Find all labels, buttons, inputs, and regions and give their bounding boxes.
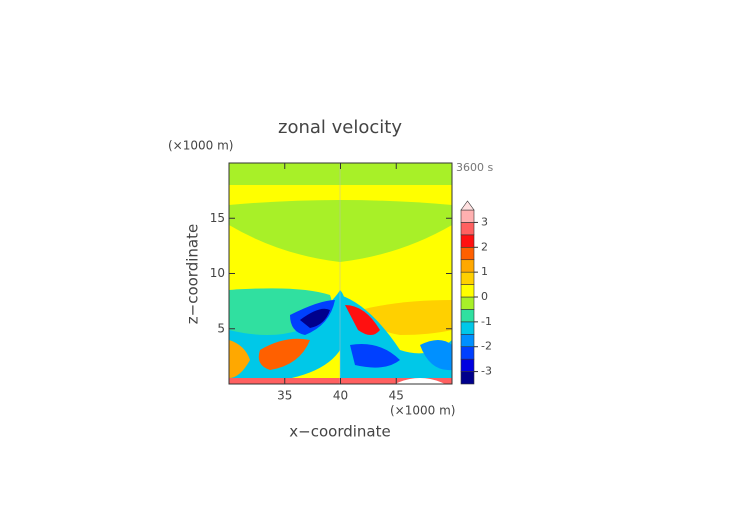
time-label: 3600 s — [456, 161, 493, 174]
y-tick-label: 10 — [210, 266, 225, 280]
x-axis-label: x−coordinate — [289, 423, 390, 441]
x-tick-label: 45 — [389, 389, 404, 403]
colorbar-tick-label: 0 — [481, 290, 488, 303]
colorbar-box — [460, 209, 475, 223]
contour-field — [229, 163, 452, 384]
colorbar-tick-label: -3 — [481, 365, 492, 378]
colorbar-tick-label: 2 — [481, 240, 488, 253]
colorbar-box — [460, 296, 475, 310]
y-unit: (×1000 m) — [168, 139, 233, 153]
colorbar-box — [460, 346, 475, 360]
chart-title: zonal velocity — [278, 117, 402, 138]
colorbar-box — [460, 271, 475, 285]
y-axis-label: z−coordinate — [184, 224, 202, 324]
colorbar-box — [460, 358, 475, 372]
x-tick-label: 35 — [277, 389, 292, 403]
colorbar-box — [460, 309, 475, 323]
colorbar-tick-label: 1 — [481, 265, 488, 278]
colorbar-box — [460, 222, 475, 236]
colorbar-tick-label: -1 — [481, 315, 492, 328]
colorbar-box — [460, 259, 475, 273]
colorbar-box — [460, 333, 475, 348]
colorbar-over — [460, 200, 475, 211]
colorbar-box — [460, 234, 475, 248]
colorbar-box — [460, 371, 475, 385]
x-unit: (×1000 m) — [390, 404, 455, 418]
y-tick-label: 15 — [210, 211, 225, 225]
colorbar-tick-label: 3 — [481, 215, 488, 228]
x-tick-label: 40 — [333, 389, 348, 403]
colorbar-box — [460, 321, 475, 335]
colorbar-box — [460, 284, 475, 298]
y-tick-label: 5 — [217, 321, 225, 335]
colorbar-tick-label: -2 — [481, 340, 492, 353]
colorbar-box — [460, 246, 475, 261]
